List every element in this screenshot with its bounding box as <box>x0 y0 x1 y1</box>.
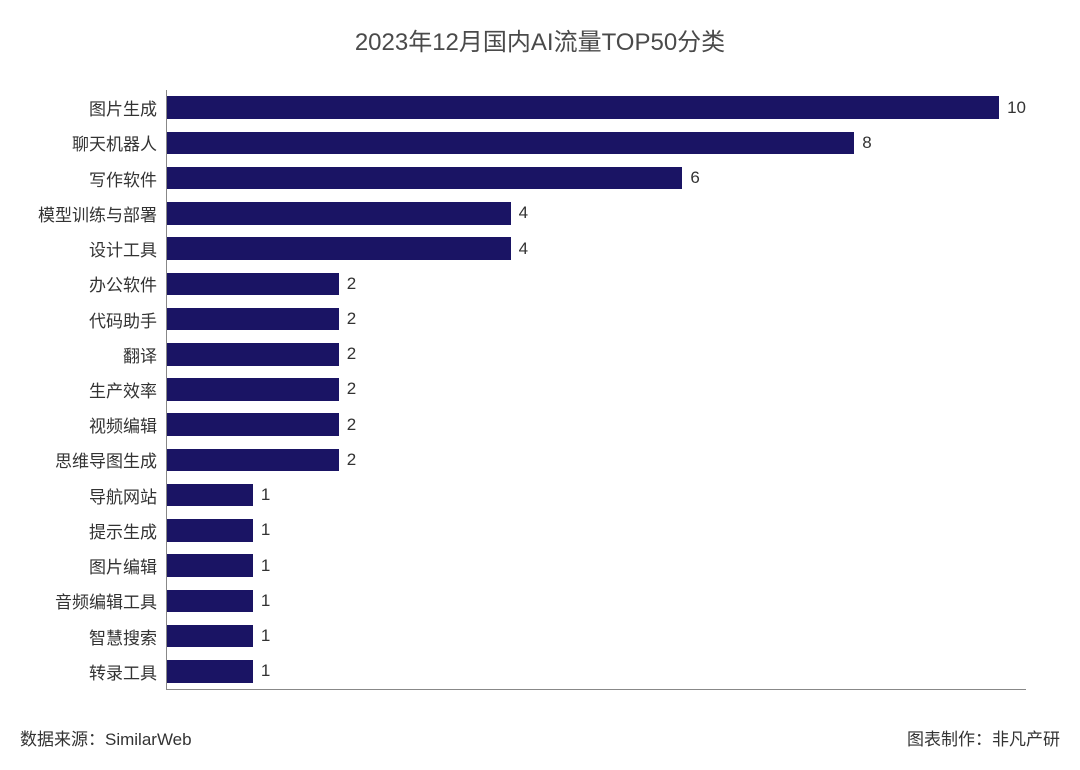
bar-row: 提示生成1 <box>167 513 1026 548</box>
bar-value-label: 4 <box>519 239 528 259</box>
bar-category-label: 智慧搜索 <box>89 624 157 649</box>
bar-category-label: 办公软件 <box>89 271 157 296</box>
bar-category-label: 思维导图生成 <box>55 447 157 472</box>
bar <box>167 660 253 683</box>
bar-category-label: 设计工具 <box>89 236 157 261</box>
bar-value-label: 1 <box>261 556 270 576</box>
bar-category-label: 写作软件 <box>89 166 157 191</box>
bar-value-label: 1 <box>261 626 270 646</box>
bar <box>167 132 854 155</box>
bar-row: 视频编辑2 <box>167 407 1026 442</box>
bar-row: 生产效率2 <box>167 372 1026 407</box>
bar-row: 图片编辑1 <box>167 548 1026 583</box>
bar-value-label: 6 <box>690 168 699 188</box>
bar-value-label: 10 <box>1007 98 1026 118</box>
bar <box>167 237 511 260</box>
bar-value-label: 4 <box>519 203 528 223</box>
bar-value-label: 1 <box>261 485 270 505</box>
bar-category-label: 视频编辑 <box>89 412 157 437</box>
bar <box>167 484 253 507</box>
bar-row: 代码助手2 <box>167 301 1026 336</box>
bar <box>167 378 339 401</box>
bar-row: 思维导图生成2 <box>167 442 1026 477</box>
bar-value-label: 8 <box>862 133 871 153</box>
bar-category-label: 提示生成 <box>89 518 157 543</box>
bar-value-label: 1 <box>261 591 270 611</box>
bar <box>167 343 339 366</box>
bar <box>167 167 682 190</box>
bar-value-label: 2 <box>347 450 356 470</box>
bar <box>167 554 253 577</box>
bar-value-label: 2 <box>347 415 356 435</box>
footer-credit: 图表制作：非凡产研 <box>907 725 1060 750</box>
bar <box>167 590 253 613</box>
bar <box>167 96 999 119</box>
bar-row: 音频编辑工具1 <box>167 583 1026 618</box>
chart-title: 2023年12月国内AI流量TOP50分类 <box>0 22 1080 57</box>
bar-value-label: 1 <box>261 661 270 681</box>
bar-category-label: 导航网站 <box>89 483 157 508</box>
bars-group: 图片生成10聊天机器人8写作软件6模型训练与部署4设计工具4办公软件2代码助手2… <box>167 90 1026 689</box>
bar-value-label: 2 <box>347 309 356 329</box>
bar-category-label: 模型训练与部署 <box>38 201 157 226</box>
bar-category-label: 图片编辑 <box>89 553 157 578</box>
chart-container: 2023年12月国内AI流量TOP50分类 图片生成10聊天机器人8写作软件6模… <box>0 0 1080 770</box>
bar-value-label: 2 <box>347 274 356 294</box>
plot-area: 图片生成10聊天机器人8写作软件6模型训练与部署4设计工具4办公软件2代码助手2… <box>166 90 1026 690</box>
bar-row: 翻译2 <box>167 337 1026 372</box>
footer-source: 数据来源：SimilarWeb <box>20 725 192 750</box>
bar-row: 模型训练与部署4 <box>167 196 1026 231</box>
bar-category-label: 聊天机器人 <box>72 130 157 155</box>
bar-category-label: 代码助手 <box>89 307 157 332</box>
bar-row: 聊天机器人8 <box>167 125 1026 160</box>
bar-row: 设计工具4 <box>167 231 1026 266</box>
bar-category-label: 转录工具 <box>89 659 157 684</box>
bar <box>167 273 339 296</box>
bar <box>167 449 339 472</box>
bar-category-label: 图片生成 <box>89 95 157 120</box>
bar <box>167 308 339 331</box>
bar-row: 写作软件6 <box>167 160 1026 195</box>
bar <box>167 413 339 436</box>
bar-value-label: 2 <box>347 379 356 399</box>
bar-row: 智慧搜索1 <box>167 619 1026 654</box>
bar <box>167 202 511 225</box>
bar-value-label: 2 <box>347 344 356 364</box>
bar-category-label: 翻译 <box>123 342 157 367</box>
bar-category-label: 音频编辑工具 <box>55 588 157 613</box>
bar <box>167 625 253 648</box>
bar-row: 图片生成10 <box>167 90 1026 125</box>
bar-category-label: 生产效率 <box>89 377 157 402</box>
bar-row: 导航网站1 <box>167 478 1026 513</box>
bar-row: 转录工具1 <box>167 654 1026 689</box>
bar-value-label: 1 <box>261 520 270 540</box>
bar-row: 办公软件2 <box>167 266 1026 301</box>
bar <box>167 519 253 542</box>
